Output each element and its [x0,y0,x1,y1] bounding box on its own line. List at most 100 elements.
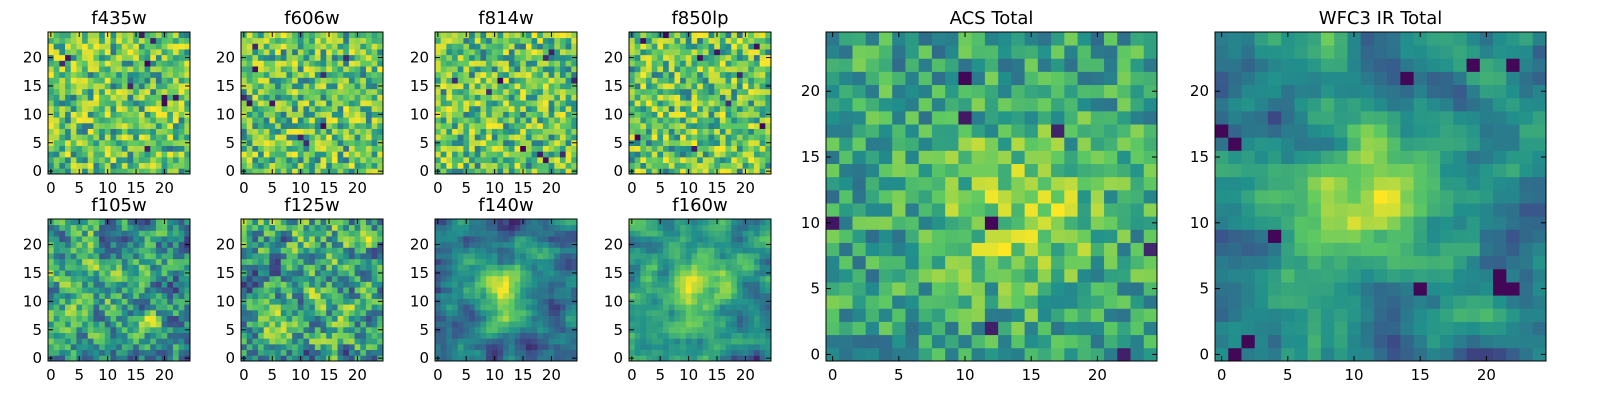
heatmap-cell [150,111,157,118]
heatmap-cell [360,60,367,67]
heatmap-cell [554,156,561,164]
heatmap-cell [309,128,316,135]
heatmap-cell [326,332,333,339]
heatmap-cell [246,139,253,146]
heatmap-cell [127,122,134,129]
heatmap-cell [736,304,743,311]
heatmap-cell [150,117,157,124]
heatmap-cell [360,117,367,124]
heatmap-cell [76,321,83,328]
heatmap-cell [452,270,459,277]
heatmap-cell [691,100,698,107]
heatmap-cell [360,77,367,84]
heatmap-cell [674,338,681,345]
heatmap-cell [241,60,248,67]
heatmap-cell [657,37,664,44]
heatmap-cell [116,49,123,56]
heatmap-cell [331,292,338,299]
heatmap-cell [331,145,338,152]
heatmap-cell [548,66,555,73]
heatmap-cell [377,77,384,84]
heatmap-cell [634,88,641,95]
heatmap-cell [292,100,299,107]
heatmap-cell [280,224,287,231]
heatmap-cell [320,151,327,158]
x-tick-label: 5 [74,179,84,197]
heatmap-cell [640,151,647,158]
heatmap-cell [144,66,151,73]
x-tick-label: 5 [461,366,471,384]
heatmap-cell [663,315,670,322]
heatmap-cell [110,49,117,56]
heatmap-cell [48,37,55,44]
heatmap-cell [348,32,355,39]
heatmap-cell [657,321,664,328]
heatmap-cell [520,264,527,271]
heatmap-cell [742,139,749,146]
heatmap-cell [360,264,367,271]
heatmap-cell [486,49,493,56]
heatmap-cell [127,309,134,316]
heatmap-cell [331,151,338,158]
heatmap-cell [99,139,106,146]
heatmap-cell [258,298,265,305]
heatmap-cell [508,349,515,356]
heatmap-cell [343,122,350,129]
heatmap-cell [280,241,287,248]
heatmap-cell [348,134,355,141]
heatmap-cell [178,77,185,84]
heatmap-cell [348,292,355,299]
heatmap-cell [719,77,726,84]
heatmap-cell [435,49,442,56]
heatmap-cell [121,134,128,141]
heatmap-cell [246,236,253,243]
heatmap-cell [99,315,106,322]
heatmap-cell [697,349,704,356]
heatmap-cell [161,292,168,299]
heatmap-cell [53,122,60,129]
heatmap-cell [337,83,344,90]
y-tick-label: 5 [419,134,429,152]
heatmap-cell [554,219,561,226]
heatmap-cell [480,156,487,164]
heatmap-cell [691,338,698,345]
heatmap-cell [440,54,447,61]
heatmap-cell [99,343,106,351]
heatmap-cell [161,49,168,56]
heatmap-cell [348,230,355,237]
heatmap-cell [435,162,442,169]
heatmap-cell [457,66,464,73]
heatmap-cell [303,275,310,282]
heatmap-cell [537,275,544,282]
heatmap-cell [571,343,578,351]
heatmap-cell [320,219,327,226]
heatmap-cell [48,236,55,243]
heatmap-cell [144,54,151,61]
heatmap-cell [252,83,259,90]
heatmap-cell [548,128,555,135]
heatmap-cell [167,287,174,294]
heatmap-cell [292,117,299,124]
heatmap-cell [275,168,282,175]
heatmap-cell [731,326,738,333]
heatmap-cell [525,338,532,345]
heatmap-cell [150,71,157,78]
heatmap-cell [497,71,504,78]
heatmap-cell [651,83,658,90]
heatmap-cell [99,156,106,164]
heatmap-cell [331,281,338,288]
heatmap-cell [53,332,60,339]
heatmap-cell [503,162,510,169]
heatmap-cell [753,287,761,294]
heatmap-cell [246,230,253,237]
heatmap-cell [280,100,287,107]
heatmap-cell [725,105,732,112]
heatmap-cell [702,122,709,129]
heatmap-cell [348,332,355,339]
heatmap-cell [303,258,310,265]
heatmap-cell [360,32,367,39]
heatmap-cell [93,270,100,277]
heatmap-cell [263,128,270,135]
heatmap-cell [708,298,715,305]
heatmap-cell [657,156,664,164]
